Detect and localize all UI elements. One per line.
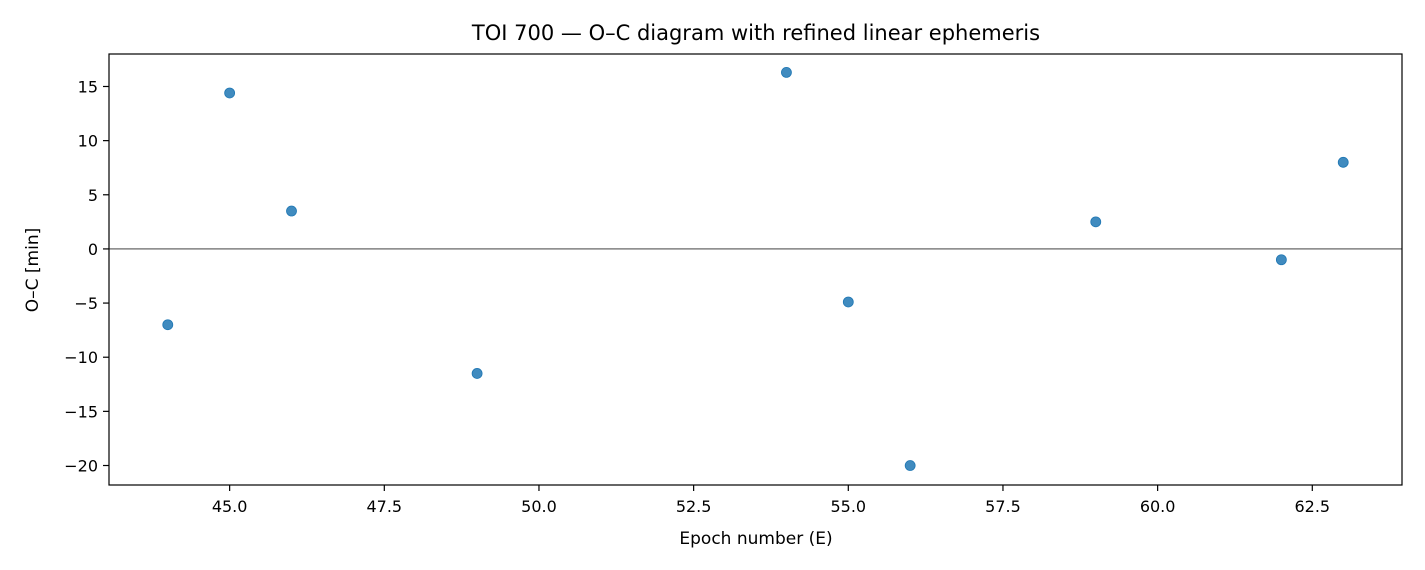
x-tick-label: 57.5: [985, 497, 1021, 516]
chart-title: TOI 700 — O–C diagram with refined linea…: [471, 21, 1040, 45]
data-point-4: [471, 368, 483, 379]
y-tick-label: 5: [88, 186, 98, 205]
y-tick-label: 15: [78, 77, 98, 96]
y-tick-label: 10: [78, 132, 98, 151]
y-axis-label: O–C [min]: [23, 228, 43, 312]
data-point-1: [162, 319, 174, 331]
x-tick-label: 52.5: [676, 497, 712, 516]
data-point-7: [904, 460, 916, 471]
data-point-2: [224, 87, 236, 99]
y-tick-label: 0: [88, 240, 98, 259]
y-tick-label: −10: [64, 348, 98, 367]
y-tick-label: −20: [64, 457, 98, 476]
plot-frame: [108, 53, 1403, 486]
data-point-3: [286, 205, 297, 217]
y-tick-label: −5: [74, 294, 98, 313]
x-tick-label: 62.5: [1294, 497, 1330, 516]
plot-area: 45.0 47.5 50.0 52.5 55.0 57.5 60.0 62.5 15 10 5 0 −5…: [64, 53, 1403, 516]
data-point-6: [842, 296, 854, 308]
y-tick-label: −15: [64, 402, 98, 421]
x-tick-label: 45.0: [212, 497, 248, 516]
data-point-10: [1337, 156, 1349, 168]
x-tick-label: 47.5: [366, 497, 402, 516]
data-point-8: [1090, 216, 1102, 228]
x-axis-label: Epoch number (E): [679, 529, 832, 549]
x-tick-label: 55.0: [830, 497, 866, 516]
data-point-5: [781, 67, 792, 78]
data-point-9: [1275, 254, 1287, 266]
x-tick-label: 50.0: [521, 497, 557, 516]
x-tick-label: 60.0: [1140, 497, 1176, 516]
